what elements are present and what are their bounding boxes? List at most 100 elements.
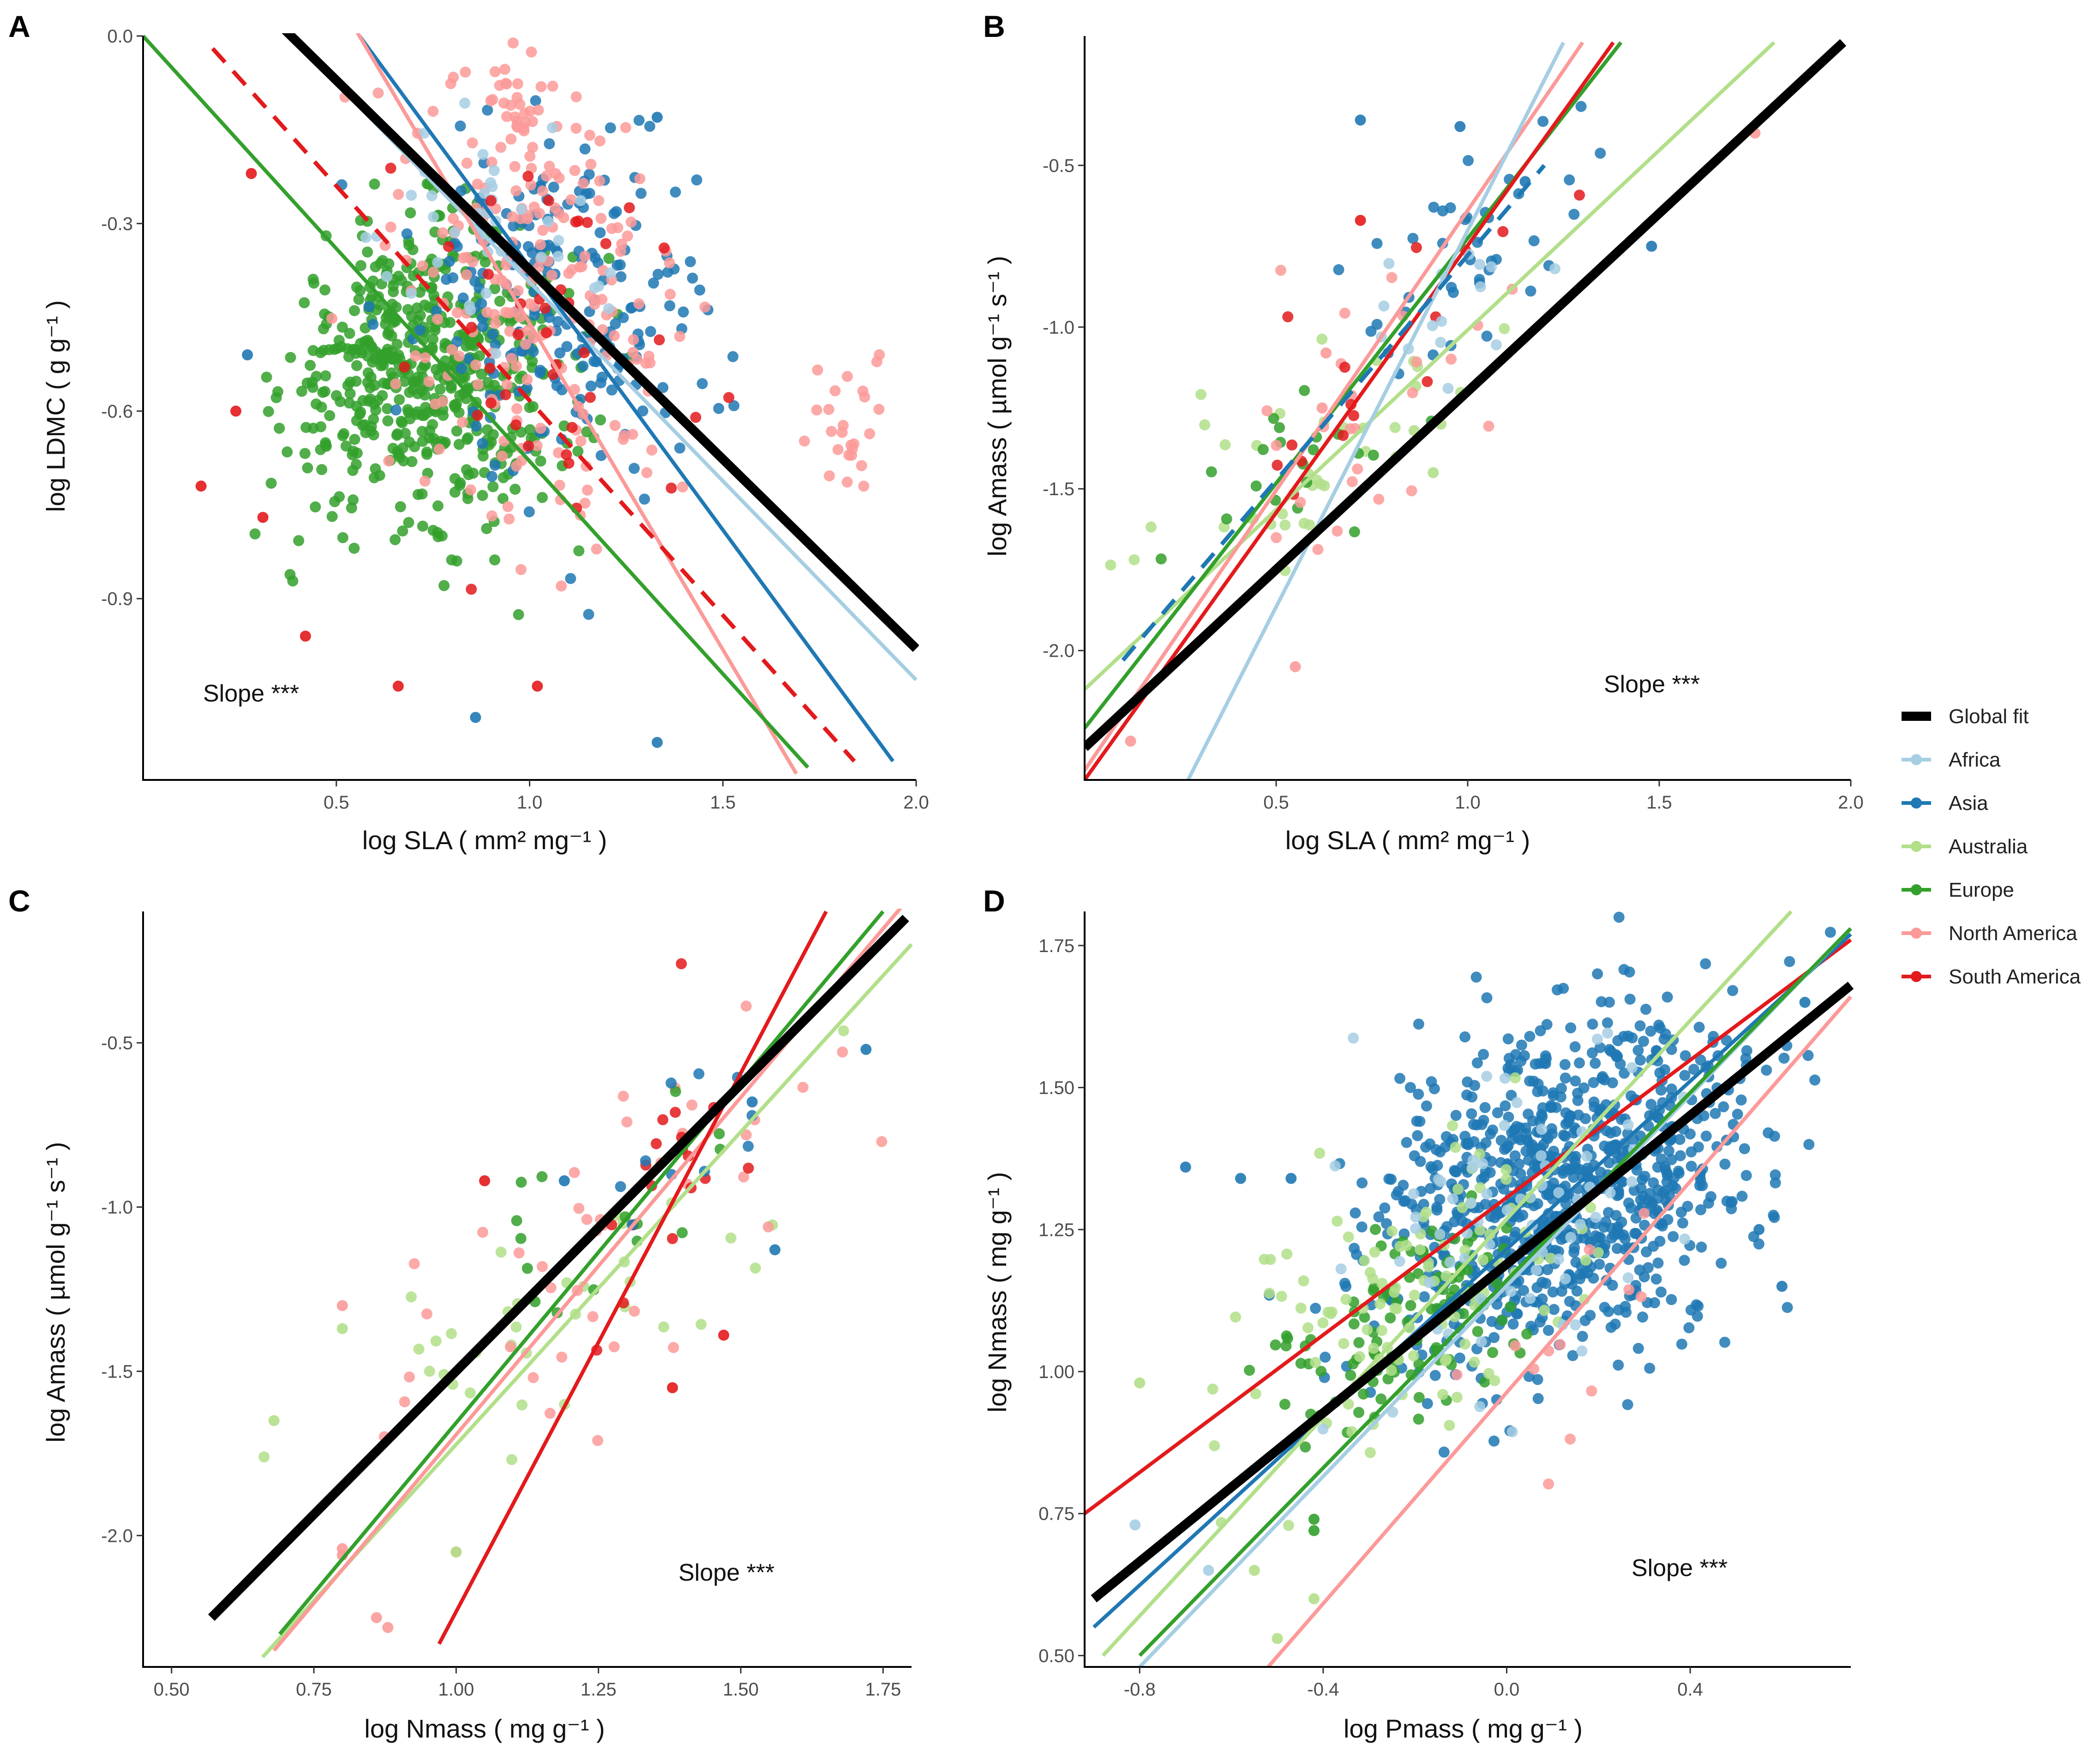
point-asia xyxy=(1675,1206,1687,1218)
point-africa xyxy=(1477,1158,1488,1169)
point-asia xyxy=(1558,1129,1569,1141)
fit-line-europe xyxy=(1138,927,1852,1657)
point-south-america xyxy=(666,482,677,494)
point-asia xyxy=(1356,1221,1368,1233)
point-europe xyxy=(438,580,450,591)
point-asia xyxy=(1650,1273,1662,1285)
point-asia xyxy=(1564,1296,1575,1307)
point-australia xyxy=(1421,1206,1432,1218)
point-asia xyxy=(1718,1101,1729,1113)
point-north-america xyxy=(501,78,512,90)
point-south-america xyxy=(385,162,396,174)
point-north-america xyxy=(664,257,675,269)
point-europe xyxy=(1274,422,1285,433)
point-asia xyxy=(640,1155,651,1167)
point-asia xyxy=(1700,1130,1712,1142)
point-africa xyxy=(1474,259,1485,270)
point-asia xyxy=(1506,1127,1518,1138)
point-north-america xyxy=(534,208,545,219)
point-australia xyxy=(1230,1311,1241,1323)
point-europe xyxy=(350,459,362,470)
point-asia xyxy=(487,329,498,340)
point-north-america xyxy=(593,195,605,206)
point-north-america xyxy=(674,331,685,342)
point-north-america xyxy=(451,307,463,318)
point-europe xyxy=(1281,1330,1292,1342)
point-south-america xyxy=(522,171,534,182)
point-asia xyxy=(1515,1134,1526,1146)
point-asia xyxy=(457,292,469,304)
point-europe xyxy=(1280,1340,1292,1352)
fit-line-north-america xyxy=(1266,995,1853,1667)
point-asia xyxy=(1518,1285,1530,1296)
point-asia xyxy=(1574,1057,1585,1069)
point-asia xyxy=(1642,1195,1654,1206)
point-north-america xyxy=(836,427,848,438)
point-europe xyxy=(344,328,355,339)
point-north-america xyxy=(504,1341,516,1353)
point-europe xyxy=(320,370,331,382)
point-south-america xyxy=(584,392,596,403)
point-south-america xyxy=(667,1233,678,1244)
point-south-america xyxy=(1286,439,1298,451)
point-australia xyxy=(1279,519,1291,531)
point-north-america xyxy=(823,404,834,415)
point-asia xyxy=(1548,1304,1560,1315)
point-asia xyxy=(1479,1171,1490,1183)
point-europe xyxy=(337,532,348,543)
point-europe xyxy=(487,481,499,492)
point-south-america xyxy=(723,392,735,403)
point-asia xyxy=(1663,1145,1674,1157)
point-north-america xyxy=(628,334,639,346)
point-australia xyxy=(1437,1389,1448,1400)
point-north-america xyxy=(509,111,521,123)
point-europe xyxy=(417,521,428,532)
point-africa xyxy=(1317,1423,1329,1435)
point-north-america xyxy=(461,269,472,281)
point-north-america xyxy=(507,37,519,49)
point-asia xyxy=(1565,1110,1576,1121)
point-australia xyxy=(1276,1291,1287,1302)
point-north-america xyxy=(609,420,621,431)
point-north-america xyxy=(677,481,688,493)
point-north-america xyxy=(563,268,575,279)
point-europe xyxy=(377,255,388,266)
point-north-america xyxy=(512,285,524,296)
panel-letter: B xyxy=(983,9,1005,43)
point-europe xyxy=(1353,1337,1365,1348)
point-africa xyxy=(479,187,490,199)
point-europe xyxy=(368,414,379,425)
point-asia xyxy=(534,367,546,378)
point-asia xyxy=(1449,1165,1460,1176)
panel-letter: A xyxy=(8,9,30,43)
point-north-america xyxy=(427,266,439,278)
point-north-america xyxy=(457,417,468,428)
point-asia xyxy=(1652,1257,1664,1269)
point-south-america xyxy=(485,397,497,409)
point-europe xyxy=(404,437,415,448)
y-tick-label: 0.50 xyxy=(1038,1646,1074,1666)
point-north-america xyxy=(587,1311,599,1322)
point-north-america xyxy=(1584,1244,1595,1255)
point-australia xyxy=(1362,1324,1373,1336)
point-europe xyxy=(336,321,348,333)
point-north-america xyxy=(589,294,600,305)
point-north-america xyxy=(470,359,481,371)
point-africa xyxy=(1486,261,1497,273)
point-asia xyxy=(1569,1041,1581,1053)
point-australia xyxy=(336,1323,348,1334)
point-asia xyxy=(1769,1131,1780,1142)
point-north-america xyxy=(1638,1208,1650,1219)
point-australia xyxy=(1340,1294,1352,1305)
point-australia xyxy=(1414,1244,1426,1255)
point-europe xyxy=(369,178,380,190)
point-north-america xyxy=(579,251,591,262)
point-north-america xyxy=(1386,272,1398,283)
point-asia xyxy=(1666,1154,1677,1165)
point-south-america xyxy=(1497,226,1509,237)
point-europe xyxy=(524,402,535,413)
point-europe xyxy=(350,376,362,387)
point-asia xyxy=(687,272,698,284)
point-north-america xyxy=(524,150,536,162)
point-australia xyxy=(1199,419,1211,431)
